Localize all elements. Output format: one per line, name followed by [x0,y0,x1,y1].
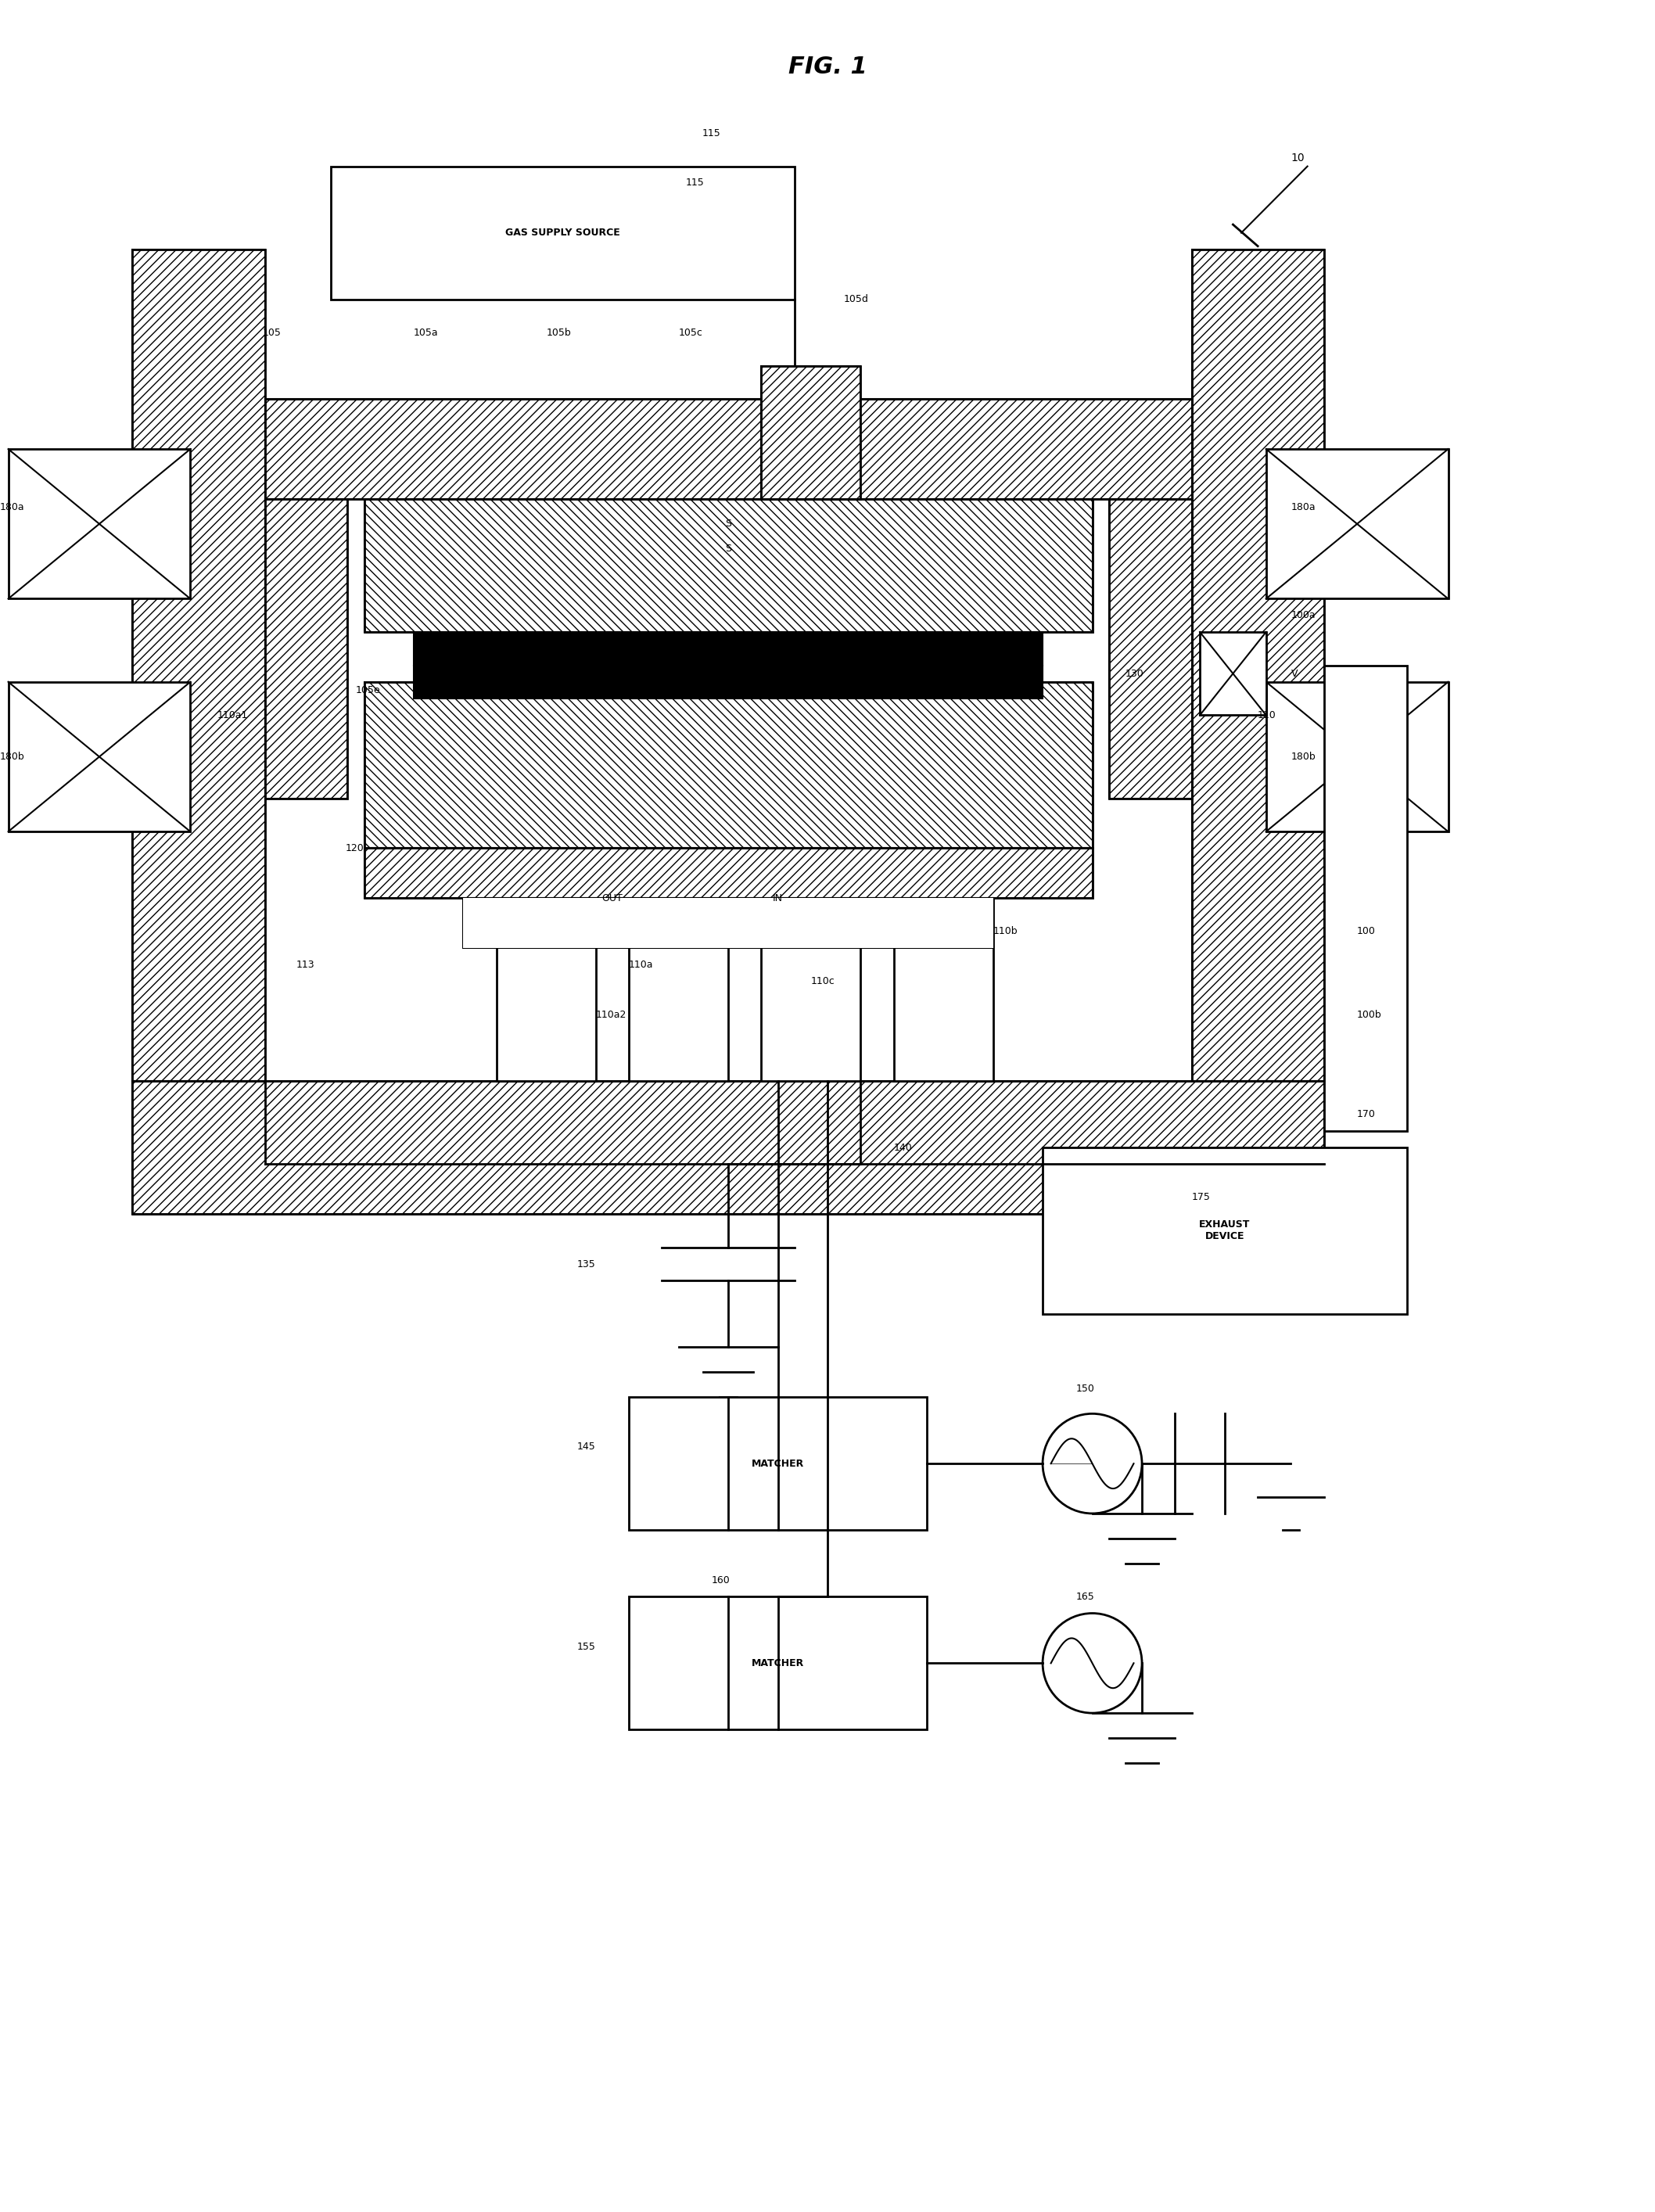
Bar [364,500,1092,633]
Text: W: W [960,668,970,679]
Text: 165: 165 [1076,1593,1094,1601]
Text: 113: 113 [296,960,314,969]
Text: 110a1: 110a1 [217,710,248,721]
Text: 120: 120 [346,843,364,854]
Text: MATCHER: MATCHER [751,1458,804,1469]
Bar [414,633,1043,666]
Text: 105d: 105d [844,294,869,305]
Text: 140: 140 [894,1141,912,1152]
Text: 105: 105 [263,327,281,338]
Text: OUT: OUT [602,894,622,902]
Bar [132,250,265,1082]
Text: 105c: 105c [679,327,703,338]
Bar [629,1597,927,1730]
Bar [414,666,1043,699]
Bar [1043,1148,1407,1314]
Text: IN: IN [773,894,783,902]
Bar [132,250,265,1082]
Bar [331,166,794,299]
Bar [447,655,943,668]
Text: 150: 150 [1076,1385,1094,1394]
Bar [761,365,861,500]
Text: 110a2: 110a2 [596,1009,627,1020]
Bar [8,681,190,832]
Text: GAS SUPPLY SOURCE: GAS SUPPLY SOURCE [505,228,621,239]
Text: 100: 100 [1357,927,1375,936]
Text: 10: 10 [1291,153,1304,164]
Text: 110a: 110a [629,960,654,969]
Text: 125a: 125a [538,668,563,679]
Text: 145: 145 [578,1442,596,1451]
Bar [1266,681,1448,832]
Text: 105b: 105b [546,327,571,338]
Text: EXHAUST
DEVICE: EXHAUST DEVICE [1200,1219,1250,1241]
Bar [496,898,596,1082]
Bar [8,449,190,599]
Bar [1266,449,1448,599]
Bar [629,898,728,1082]
Text: 180b: 180b [1291,752,1316,761]
Bar [761,898,861,1082]
Bar [463,898,993,949]
Text: 125: 125 [652,668,672,679]
Bar [265,398,1192,500]
Text: V: V [1291,668,1298,679]
Bar [629,1398,927,1531]
Text: 100a: 100a [1291,611,1316,619]
Bar [265,398,1192,500]
Bar [1109,500,1192,799]
Text: 180a: 180a [1291,502,1316,513]
Text: 180b: 180b [0,752,25,761]
Bar [364,847,1092,898]
Text: MATCHER: MATCHER [751,1659,804,1668]
Bar [1192,250,1324,1082]
Text: 100b: 100b [1357,1009,1382,1020]
Bar [265,500,348,799]
Text: 115: 115 [702,128,722,137]
Text: 110c: 110c [811,975,836,987]
Text: 170: 170 [1357,1108,1375,1119]
Text: 125b: 125b [761,668,786,679]
Text: 105a: 105a [414,327,439,338]
Bar [1200,633,1266,714]
Bar [132,1082,1324,1214]
Text: 105e: 105e [356,686,381,695]
Text: 155: 155 [578,1641,596,1652]
Bar [894,898,993,1082]
Text: S: S [725,544,732,553]
Text: 110: 110 [1258,710,1276,721]
Bar [364,681,1092,847]
Bar [1192,250,1324,1082]
Text: 110b: 110b [993,927,1018,936]
Text: 135: 135 [578,1259,596,1270]
Bar [1109,500,1192,799]
Text: 115: 115 [685,177,705,188]
Bar [364,500,1092,633]
Text: 130: 130 [1125,668,1144,679]
Text: 175: 175 [1192,1192,1210,1203]
Text: 180a: 180a [0,502,25,513]
Bar [364,847,1092,898]
Bar [132,1082,1324,1214]
Text: 160: 160 [712,1575,730,1586]
Bar [1324,666,1407,1130]
Text: FIG. 1: FIG. 1 [788,55,867,77]
Text: S: S [725,520,732,529]
Bar [463,898,993,949]
Bar [364,681,1092,847]
Bar [761,365,861,500]
Bar [265,500,348,799]
